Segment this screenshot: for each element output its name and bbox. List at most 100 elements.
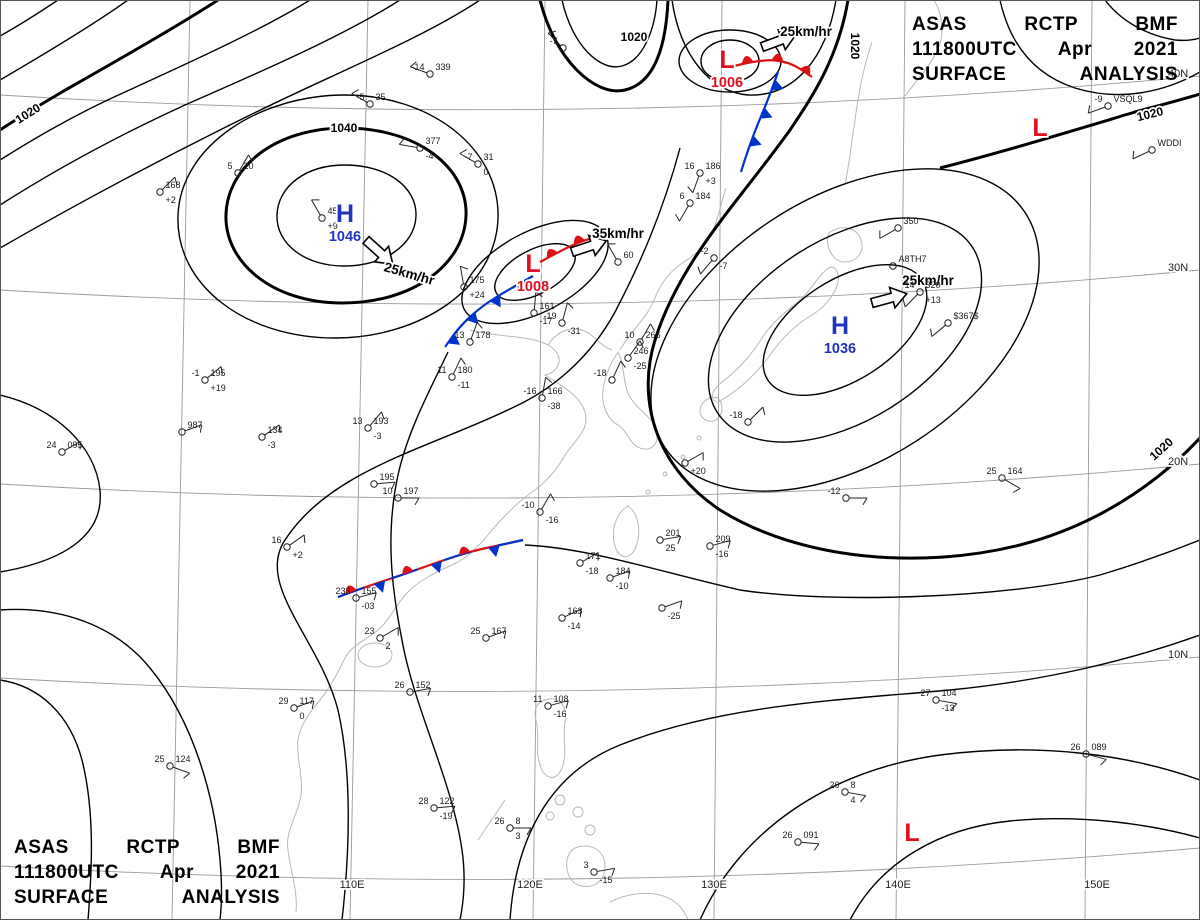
movement-speed-label: 25km/hr <box>780 24 833 39</box>
station-aux: 4 <box>851 795 856 805</box>
wind-barb <box>264 424 280 436</box>
island <box>545 811 555 821</box>
station-aux: -3 <box>268 440 276 450</box>
coastline <box>904 0 943 97</box>
warm-front-symbol <box>458 546 471 556</box>
station-temp: -1 <box>191 368 199 378</box>
wind-barb-tick <box>860 795 867 803</box>
wind-barb-tick <box>451 805 456 814</box>
wind-barb-tick <box>611 868 616 877</box>
wind-barb <box>358 592 377 598</box>
wind-barb <box>161 176 176 191</box>
station-aux: -18 <box>586 566 599 576</box>
station-aux: +9 <box>328 221 338 231</box>
movement-speed-label: 25km/hr <box>382 259 437 288</box>
longitude-label: 140E <box>885 879 911 891</box>
station-plot: 28 122 -19 <box>418 796 456 821</box>
analysis-type-line: SURFACE ANALYSIS <box>912 64 1178 86</box>
longitude-label: 110E <box>340 879 365 891</box>
wind-barb-tick <box>391 481 396 490</box>
station-plot: -18 <box>729 406 766 426</box>
wind-barb <box>879 229 896 239</box>
station-aux: -16 <box>546 515 559 525</box>
movement-arrow-icon <box>759 28 798 53</box>
isobar-line <box>0 679 93 920</box>
station-pressure: 122 <box>440 796 455 806</box>
wind-barb-tick <box>220 366 223 375</box>
isobar-line <box>939 92 1200 170</box>
station-aux: 0 <box>300 711 305 721</box>
station-plot: -5 35 <box>351 89 386 108</box>
wind-barb-tick <box>174 177 178 186</box>
isobar-line <box>671 0 837 96</box>
wind-barb <box>207 366 222 379</box>
station-plot: 11 180 -11 <box>437 357 473 390</box>
wind-barb <box>184 424 202 432</box>
wind-barb-tick <box>278 424 281 433</box>
station-pressure: 186 <box>706 161 721 171</box>
station-aux: -7 <box>720 261 728 271</box>
station-plot: -16 166 -38 <box>523 376 563 411</box>
station-pressure: 164 <box>1008 466 1023 476</box>
station-pressure: 175 <box>470 275 485 285</box>
graticule-line <box>532 0 546 920</box>
island <box>645 489 651 495</box>
island <box>554 794 566 806</box>
graticule-line <box>0 656 1200 692</box>
station-pressure: 168 <box>166 180 181 190</box>
station-plot: 10 266 <box>624 323 661 346</box>
graticule-line <box>895 0 906 920</box>
station-temp: 28 <box>418 796 428 806</box>
wind-barb <box>470 322 478 340</box>
wind-barb <box>64 441 81 451</box>
station-aux: -14 <box>568 621 581 631</box>
isobar-line <box>1104 0 1200 42</box>
isobar-line <box>224 126 468 305</box>
station-pressure: 339 <box>436 62 451 72</box>
wind-barb <box>582 552 599 562</box>
front-line <box>444 275 534 348</box>
isobar-line <box>0 0 59 37</box>
station-aux: +2 <box>293 550 303 560</box>
isobar-line <box>538 0 670 93</box>
wind-barb <box>541 493 551 510</box>
cold-front-symbol <box>447 333 461 345</box>
station-plot: 350 <box>879 216 919 239</box>
island <box>572 806 584 818</box>
island <box>584 824 596 836</box>
valid-time-line: 111800UTC Apr 2021 <box>912 39 1178 61</box>
station-plot: 184 -10 <box>606 566 631 591</box>
title-block-bottom-left: ASAS RCTP BMF 111800UTC Apr 2021 SURFACE… <box>14 835 280 910</box>
chart-id-line: ASAS RCTP BMF <box>14 836 280 858</box>
station-plot: 25 124 <box>154 754 191 779</box>
station-pressure: 195 <box>380 472 395 482</box>
longitude-label: 130E <box>701 879 727 891</box>
station-plot: 209 -16 <box>706 534 731 559</box>
station-plot: 60 <box>607 243 634 266</box>
wind-barb-tick <box>697 266 701 275</box>
station-aux: -16 <box>716 549 729 559</box>
wind-barb-tick <box>650 323 655 332</box>
wind-barb-tick <box>535 291 543 298</box>
station-temp: -10 <box>521 500 534 510</box>
station-pressure: 095 <box>68 440 83 450</box>
station-pressure: 209 <box>716 534 731 544</box>
wind-barb-tick <box>627 570 631 579</box>
station-aux: -17 <box>540 316 553 326</box>
station-pressure: $367$ <box>954 311 979 321</box>
coastline <box>566 845 606 887</box>
graticule-line <box>0 75 1200 111</box>
isobar-label: 1020 <box>1135 104 1165 124</box>
station-plot: 26 8 3 <box>494 816 532 841</box>
wind-barb-tick <box>930 328 933 337</box>
movement-speed-label: 25km/hr <box>902 273 955 288</box>
station-temp: 14 <box>904 280 914 290</box>
coastline-layer <box>286 0 943 920</box>
station-pressure: VSQL9 <box>1114 94 1143 104</box>
station-pressure: 155 <box>362 586 377 596</box>
station-temp: 25 <box>154 754 164 764</box>
cold-front-symbol <box>489 294 501 308</box>
station-plot: 10 197 <box>382 486 420 506</box>
